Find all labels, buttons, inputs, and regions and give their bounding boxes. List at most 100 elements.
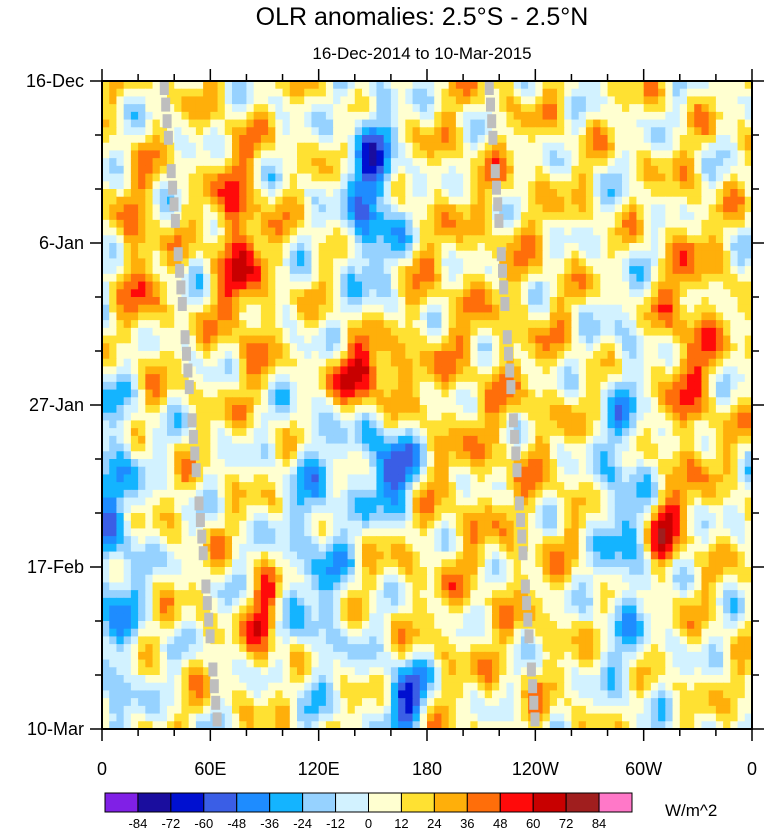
- heat-cell: [217, 327, 226, 337]
- heat-cell: [499, 389, 508, 398]
- heat-cell: [152, 189, 161, 198]
- heat-cell: [145, 474, 154, 483]
- heat-cell: [463, 366, 471, 375]
- heat-cell: [152, 451, 161, 460]
- heat-cell: [636, 474, 645, 483]
- heat-cell: [708, 127, 717, 136]
- heat-cell: [232, 235, 240, 244]
- heat-cell: [304, 127, 313, 136]
- heat-cell: [311, 451, 320, 460]
- heat-cell: [210, 466, 219, 476]
- heat-cell: [340, 381, 349, 391]
- heat-cell: [398, 459, 406, 468]
- heat-cell: [455, 443, 464, 452]
- heat-cell: [607, 343, 616, 352]
- heat-cell: [687, 412, 695, 422]
- heat-cell: [188, 150, 197, 159]
- heat-cell: [542, 374, 551, 383]
- heat-cell: [701, 297, 710, 306]
- heat-cell: [123, 489, 132, 499]
- heat-cell: [643, 165, 652, 175]
- heat-cell: [398, 250, 406, 260]
- heat-cell: [152, 435, 161, 445]
- heat-cell: [463, 405, 471, 414]
- heat-cell: [116, 189, 125, 198]
- heat-cell: [318, 235, 327, 244]
- heat-cell: [246, 304, 255, 314]
- heat-cell: [362, 135, 370, 144]
- heat-cell: [304, 474, 313, 483]
- heat-cell: [542, 150, 551, 159]
- heat-cell: [412, 497, 421, 506]
- heat-cell: [145, 196, 154, 206]
- heat-cell: [188, 374, 197, 383]
- heat-cell: [708, 366, 717, 375]
- heat-cell: [246, 443, 255, 452]
- heat-cell: [354, 235, 363, 244]
- heat-cell: [600, 335, 609, 344]
- heat-cell: [369, 104, 378, 113]
- heat-cell: [542, 212, 551, 221]
- heat-cell: [217, 127, 226, 136]
- heat-cell: [600, 281, 609, 290]
- heat-cell: [275, 420, 284, 429]
- heat-cell: [455, 389, 464, 398]
- heat-cell: [614, 81, 623, 90]
- heat-cell: [744, 443, 752, 452]
- heat-cell: [188, 173, 197, 182]
- heat-cell: [188, 142, 197, 152]
- heat-cell: [123, 435, 132, 445]
- heat-cell: [419, 273, 428, 283]
- heat-cell: [520, 497, 529, 506]
- heat-cell: [744, 273, 752, 283]
- heat-cell: [463, 204, 471, 213]
- heat-cell: [455, 204, 464, 213]
- heat-cell: [159, 312, 168, 321]
- heat-cell: [448, 281, 457, 290]
- heat-cell: [354, 96, 363, 105]
- heat-cell: [679, 212, 688, 221]
- heat-cell: [470, 250, 479, 260]
- heat-cell: [723, 88, 731, 98]
- heat-cell: [578, 258, 587, 267]
- heat-cell: [484, 389, 493, 398]
- heat-cell: [593, 358, 601, 368]
- heat-cell: [730, 397, 739, 406]
- heat-cell: [289, 297, 298, 306]
- heat-cell: [715, 497, 724, 506]
- heat-cell: [390, 474, 399, 483]
- heat-cell: [152, 235, 161, 244]
- heat-cell: [311, 482, 320, 491]
- heat-cell: [441, 482, 450, 491]
- heat-cell: [607, 466, 616, 476]
- heat-cell: [152, 127, 161, 136]
- heat-cell: [614, 196, 623, 206]
- heat-cell: [362, 320, 370, 329]
- heat-cell: [268, 397, 276, 406]
- heat-cell: [427, 189, 435, 198]
- heat-cell: [679, 111, 688, 121]
- heat-cell: [224, 304, 233, 314]
- heat-cell: [354, 173, 363, 182]
- heat-cell: [347, 335, 356, 344]
- heat-cell: [614, 374, 623, 383]
- heat-cell: [434, 312, 443, 321]
- heat-cell: [463, 173, 471, 182]
- heat-cell: [622, 482, 630, 491]
- heat-cell: [694, 358, 703, 368]
- heat-cell: [282, 81, 291, 90]
- heat-cell: [477, 397, 486, 406]
- heat-cell: [470, 219, 479, 229]
- heat-cell: [224, 204, 233, 213]
- heat-cell: [730, 420, 739, 429]
- heat-cell: [210, 351, 219, 360]
- heat-cell: [224, 196, 233, 206]
- heat-cell: [578, 297, 587, 306]
- heat-cell: [614, 397, 623, 406]
- heat-cell: [340, 374, 349, 383]
- heat-cell: [181, 196, 190, 206]
- heat-cell: [730, 343, 739, 352]
- heat-cell: [629, 158, 638, 167]
- heat-cell: [304, 273, 313, 283]
- heat-cell: [448, 497, 457, 506]
